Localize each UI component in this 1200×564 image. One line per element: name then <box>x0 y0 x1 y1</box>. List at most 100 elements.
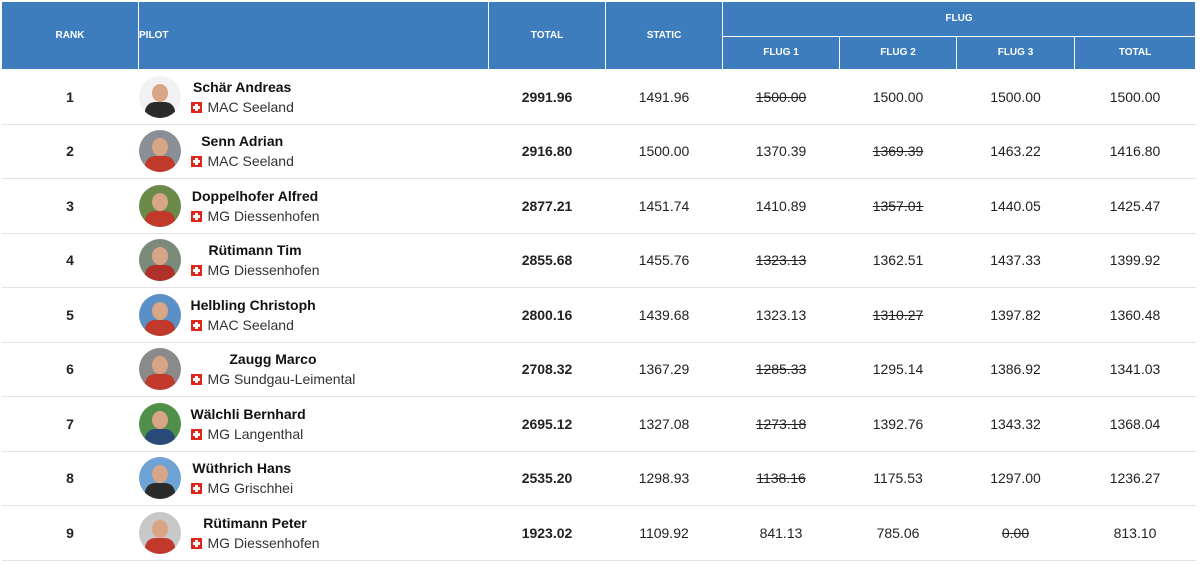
total-cell: 2800.16 <box>488 287 606 343</box>
pilot-avatar[interactable] <box>138 75 181 118</box>
avatar-face <box>151 138 168 157</box>
flug2-cell[interactable]: 1175.53 <box>839 451 957 506</box>
club-name: MAC Seeland <box>207 153 294 170</box>
avatar-body <box>144 537 175 554</box>
static-cell[interactable]: 1367.29 <box>605 342 723 397</box>
table-row[interactable]: 8 Wüthrich Hans MG Grischhei 2535.20 1298.93… <box>1 451 1196 506</box>
flug2-cell[interactable]: 785.06 <box>839 505 957 561</box>
flug1-cell[interactable]: 1273.18 <box>722 396 840 452</box>
flug1-cell[interactable]: 1500.00 <box>722 69 840 125</box>
table-row[interactable]: 9 Rütimann Peter MG Diessenhofen 1923.02 110… <box>1 505 1196 561</box>
avatar-body <box>144 101 175 118</box>
pilot-avatar[interactable] <box>138 511 181 554</box>
flug1-cell[interactable]: 1323.13 <box>722 287 840 343</box>
header-total[interactable]: TOTAL <box>488 1 606 70</box>
flug2-cell[interactable]: 1357.01 <box>839 178 957 234</box>
rank-cell: 1 <box>1 69 139 125</box>
pilot-avatar[interactable] <box>138 130 181 173</box>
table-body: 1 Schär Andreas MAC Seeland 2991.96 1491.96 1… <box>1 69 1196 561</box>
pilot-name[interactable]: Helbling Christoph <box>190 296 316 313</box>
header-static[interactable]: STATIC <box>605 1 723 70</box>
pilot-name[interactable]: Rütimann Peter <box>203 514 307 531</box>
flug2-cell[interactable]: 1295.14 <box>839 342 957 397</box>
pilot-name[interactable]: Doppelhofer Alfred <box>191 187 319 204</box>
table-row[interactable]: 7 Wälchli Bernhard MG Langenthal 2695.12 132… <box>1 396 1196 452</box>
club-name: MG Grischhei <box>207 480 294 497</box>
flug-total-cell: 1399.92 <box>1074 233 1196 288</box>
rank-cell: 4 <box>1 233 139 288</box>
flug3-cell[interactable]: 1440.05 <box>956 178 1075 234</box>
flug3-cell[interactable]: 1500.00 <box>956 69 1075 125</box>
pilot-avatar[interactable] <box>138 239 181 282</box>
table-row[interactable]: 5 Helbling Christoph MAC Seeland 2800.16 143… <box>1 287 1196 343</box>
avatar-body <box>144 483 175 500</box>
flug-total-cell: 1360.48 <box>1074 287 1196 343</box>
pilot-avatar[interactable] <box>138 402 181 445</box>
flug1-cell[interactable]: 841.13 <box>722 505 840 561</box>
flug2-cell[interactable]: 1362.51 <box>839 233 957 288</box>
flug3-cell[interactable]: 1397.82 <box>956 287 1075 343</box>
pilot-name[interactable]: Wüthrich Hans <box>192 460 292 477</box>
rank-cell: 8 <box>1 451 139 506</box>
flug2-cell[interactable]: 1369.39 <box>839 124 957 179</box>
pilot-avatar[interactable] <box>138 348 181 391</box>
table-row[interactable]: 4 Rütimann Tim MG Diessenhofen 2855.68 1455.… <box>1 233 1196 288</box>
header-flug-2[interactable]: FLUG 2 <box>839 35 957 70</box>
pilot-avatar[interactable] <box>138 293 181 336</box>
flug1-cell[interactable]: 1370.39 <box>722 124 840 179</box>
rank-cell: 7 <box>1 396 139 452</box>
static-cell[interactable]: 1439.68 <box>605 287 723 343</box>
pilot-cell: Wälchli Bernhard MG Langenthal <box>138 396 489 452</box>
total-cell: 2535.20 <box>488 451 606 506</box>
static-cell[interactable]: 1451.74 <box>605 178 723 234</box>
flug1-cell[interactable]: 1285.33 <box>722 342 840 397</box>
pilot-avatar[interactable] <box>138 457 181 500</box>
static-cell[interactable]: 1491.96 <box>605 69 723 125</box>
static-cell[interactable]: 1327.08 <box>605 396 723 452</box>
flug3-cell[interactable]: 1297.00 <box>956 451 1075 506</box>
flug3-cell[interactable]: 1437.33 <box>956 233 1075 288</box>
total-cell: 2855.68 <box>488 233 606 288</box>
flug3-cell[interactable]: 1463.22 <box>956 124 1075 179</box>
avatar-body <box>144 210 175 227</box>
flug-total-cell: 1500.00 <box>1074 69 1196 125</box>
avatar-body <box>144 319 175 336</box>
pilot-name[interactable]: Wälchli Bernhard <box>190 405 306 422</box>
flug1-cell[interactable]: 1323.13 <box>722 233 840 288</box>
header-rank[interactable]: RANK <box>1 1 139 70</box>
flug2-cell[interactable]: 1310.27 <box>839 287 957 343</box>
swiss-flag-icon <box>190 319 202 331</box>
flug-total-cell: 1368.04 <box>1074 396 1196 452</box>
static-cell[interactable]: 1455.76 <box>605 233 723 288</box>
avatar-body <box>144 265 175 282</box>
flug3-cell[interactable]: 1343.32 <box>956 396 1075 452</box>
total-cell: 1923.02 <box>488 505 606 561</box>
header-flug-total[interactable]: TOTAL <box>1073 35 1197 70</box>
pilot-name[interactable]: Zaugg Marco <box>229 351 317 368</box>
flug3-cell[interactable]: 0.00 <box>956 505 1075 561</box>
flug2-cell[interactable]: 1392.76 <box>839 396 957 452</box>
table-row[interactable]: 6 Zaugg Marco MG Sundgau-Leimental 2708.32 1… <box>1 342 1196 397</box>
flug1-cell[interactable]: 1410.89 <box>722 178 840 234</box>
flug1-cell[interactable]: 1138.16 <box>722 451 840 506</box>
rank-cell: 2 <box>1 124 139 179</box>
header-pilot[interactable]: PILOT <box>138 1 489 70</box>
rank-cell: 5 <box>1 287 139 343</box>
static-cell[interactable]: 1109.92 <box>605 505 723 561</box>
pilot-avatar[interactable] <box>138 184 181 227</box>
static-cell[interactable]: 1298.93 <box>605 451 723 506</box>
pilot-name[interactable]: Rütimann Tim <box>208 242 302 259</box>
flug3-cell[interactable]: 1386.92 <box>956 342 1075 397</box>
static-cell[interactable]: 1500.00 <box>605 124 723 179</box>
rank-cell: 9 <box>1 505 139 561</box>
pilot-name[interactable]: Schär Andreas <box>193 78 292 95</box>
table-row[interactable]: 2 Senn Adrian MAC Seeland 2916.80 1500.00 137… <box>1 124 1196 179</box>
pilot-cell: Senn Adrian MAC Seeland <box>138 124 489 179</box>
flug2-cell[interactable]: 1500.00 <box>839 69 957 125</box>
table-row[interactable]: 1 Schär Andreas MAC Seeland 2991.96 1491.96 1… <box>1 69 1196 125</box>
table-row[interactable]: 3 Doppelhofer Alfred MG Diessenhofen 2877.2… <box>1 178 1196 234</box>
pilot-name[interactable]: Senn Adrian <box>201 133 284 150</box>
header-flug-3[interactable]: FLUG 3 <box>956 35 1075 70</box>
flug-total-cell: 1425.47 <box>1074 178 1196 234</box>
header-flug-1[interactable]: FLUG 1 <box>722 35 840 70</box>
